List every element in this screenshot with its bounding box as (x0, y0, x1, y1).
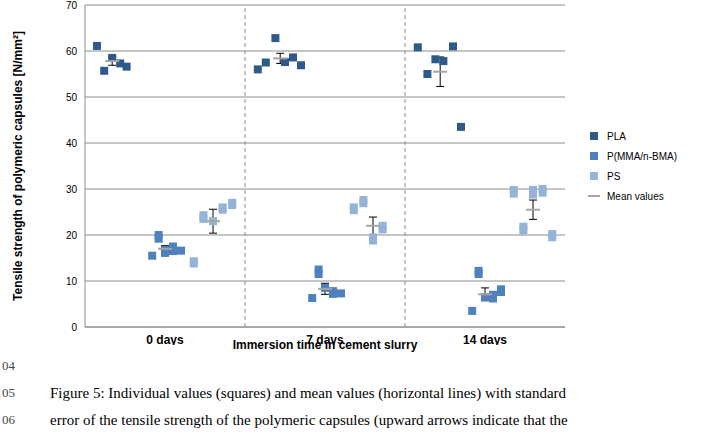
svg-text:10: 10 (66, 276, 78, 287)
html-text:Mean values: Mean values (607, 190, 664, 202)
html-text:error of the tensile strength: error of the tensile strength of the pol… (50, 412, 568, 428)
html-text:PLA: PLA (607, 130, 626, 142)
svg-text:14 days: 14 days (463, 333, 507, 345)
html-text:P(MMA/n-BMA): P(MMA/n-BMA) (607, 150, 677, 162)
svg-text:50: 50 (66, 92, 78, 103)
svg-text:20: 20 (66, 230, 78, 241)
svg-text:70: 70 (66, 0, 78, 11)
svg-text:0: 0 (71, 322, 77, 333)
svg-text:30: 30 (66, 184, 78, 195)
html-text:06: 06 (2, 412, 15, 427)
html-text:05: 05 (2, 385, 15, 400)
html-text:Figure 5: Individual values (s: Figure 5: Individual values (squares) an… (50, 385, 567, 401)
svg-text:40: 40 (66, 138, 78, 149)
svg-text:0 days: 0 days (146, 333, 184, 345)
svg-text:60: 60 (66, 46, 78, 57)
html-text:Tensile strength of polymeric: Tensile strength of polymeric capsules [… (11, 31, 25, 301)
html-text:04: 04 (2, 358, 15, 373)
html-text:Immersion time in cement slurr: Immersion time in cement slurry (232, 338, 418, 352)
html-text:PS: PS (607, 170, 621, 182)
